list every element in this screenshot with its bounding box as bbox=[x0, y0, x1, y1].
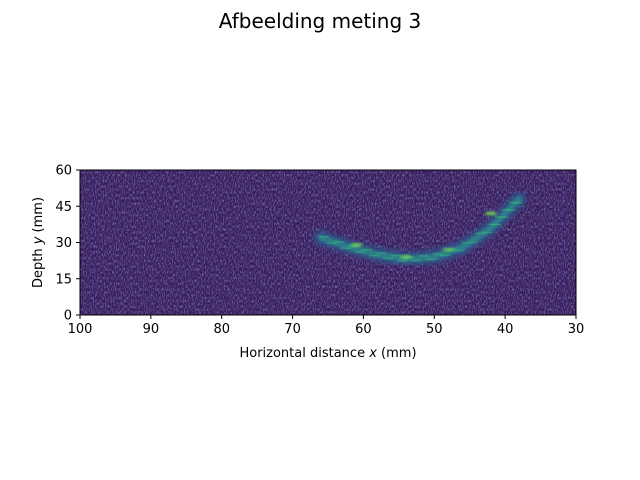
x-tick-label: 30 bbox=[568, 322, 585, 337]
y-axis: 0 15 30 45 60 bbox=[55, 164, 80, 324]
reflector-hotspot bbox=[484, 211, 497, 216]
x-tick-label: 40 bbox=[497, 322, 514, 337]
x-tick-label: 90 bbox=[143, 322, 160, 337]
x-tick-label: 70 bbox=[284, 322, 301, 337]
x-tick-label: 100 bbox=[68, 322, 93, 337]
x-tick-label: 60 bbox=[355, 322, 372, 337]
reflector-band bbox=[313, 191, 527, 267]
x-tick-label: 50 bbox=[426, 322, 443, 337]
y-tick-label: 15 bbox=[55, 272, 72, 287]
reflector-hotspot bbox=[442, 247, 455, 252]
y-axis-label: Depth y (mm) bbox=[31, 197, 46, 288]
reflector-band-core bbox=[317, 196, 523, 263]
reflector-hotspot bbox=[350, 242, 363, 248]
x-axis: 100 90 80 70 60 50 40 30 bbox=[68, 315, 585, 337]
y-tick-label: 30 bbox=[55, 236, 72, 251]
y-tick-label: 45 bbox=[55, 200, 72, 215]
y-tick-label: 60 bbox=[55, 164, 72, 179]
chart-title: Afbeelding meting 3 bbox=[219, 9, 422, 33]
x-axis-label: Horizontal distance x (mm) bbox=[239, 346, 416, 361]
heatmap-plot-area bbox=[80, 170, 576, 315]
reflector-hotspot bbox=[399, 254, 412, 260]
x-tick-label: 80 bbox=[213, 322, 230, 337]
y-tick-label: 0 bbox=[64, 309, 72, 324]
